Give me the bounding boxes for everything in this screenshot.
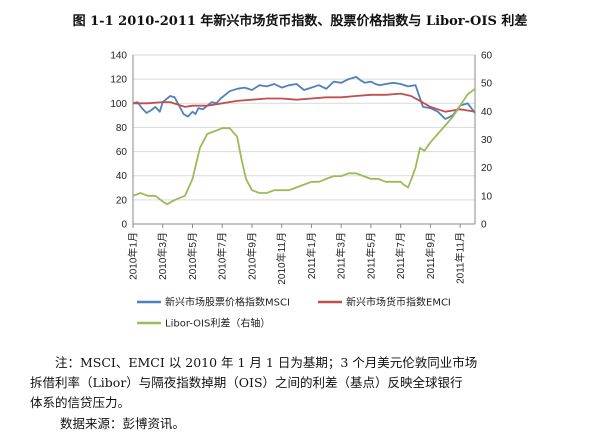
y-tick-labels: 0 20 40 60 80 100 120 140 0 10 20 30 40 50 60 bbox=[110, 51, 492, 231]
y2-tick-label: 30 bbox=[481, 135, 493, 146]
y2-tick-label: 50 bbox=[481, 79, 493, 90]
y2-tick-label: 60 bbox=[481, 51, 493, 62]
y2-tick-label: 0 bbox=[481, 220, 487, 231]
legend-label: 新兴市场货币指数EMCI bbox=[346, 296, 451, 309]
series-line-3 bbox=[132, 88, 476, 206]
axes bbox=[132, 55, 476, 228]
x-tick-label: 2010年7月 bbox=[216, 232, 229, 280]
y-tick-label: 20 bbox=[116, 195, 128, 206]
note-line-1: 注：MSCI、EMCI 以 2010 年 1 月 1 日为基期；3 个月美元伦敦… bbox=[55, 355, 478, 370]
gridlines bbox=[133, 54, 475, 201]
series-line-2 bbox=[133, 92, 476, 113]
x-tick-label: 2011年9月 bbox=[424, 232, 437, 279]
y-tick-label: 60 bbox=[116, 147, 128, 158]
y-tick-label: 0 bbox=[121, 220, 127, 231]
x-tick-label: 2011年7月 bbox=[394, 232, 407, 279]
series-line-1 bbox=[132, 75, 476, 120]
y-tick-label: 100 bbox=[110, 99, 127, 110]
x-tick-label: 2011年11月 bbox=[454, 232, 467, 284]
x-tick-label: 2011年3月 bbox=[335, 232, 348, 279]
chart-title: 图 1-1 2010-2011 年新兴市场货币指数、股票价格指数与 Libor-… bbox=[72, 14, 528, 29]
data-source: 数据来源：彭博资讯。 bbox=[60, 416, 186, 431]
legend: 新兴市场股票价格指数MSCI 新兴市场货币指数EMCI Libor-OIS利差（右轴… bbox=[137, 296, 451, 330]
x-tick-label: 2011年1月 bbox=[305, 232, 318, 279]
x-tick-labels: 2010年1月 2010年3月 2010年5月 2010年7月 2010年9月 2010年… bbox=[127, 232, 467, 285]
legend-label: 新兴市场股票价格指数MSCI bbox=[165, 296, 290, 309]
note-line-2: 拆借利率（Libor）与隔夜指数掉期（OIS）之间的利差（基点）反映全球银行 bbox=[30, 375, 463, 390]
y-tick-label: 40 bbox=[116, 171, 128, 182]
y2-tick-label: 20 bbox=[481, 163, 493, 174]
y-tick-label: 80 bbox=[116, 123, 128, 134]
x-tick-label: 2010年11月 bbox=[275, 232, 288, 285]
y2-tick-label: 40 bbox=[481, 107, 493, 118]
chart: 2010年1月 2010年3月 2010年5月 2010年7月 2010年9月 2010年… bbox=[110, 51, 492, 330]
legend-label: Libor-OIS利差（右轴） bbox=[165, 317, 270, 330]
x-tick-label: 2010年1月 bbox=[127, 232, 140, 280]
y-tick-label: 120 bbox=[110, 75, 127, 86]
note-line-3: 体系的信贷压力。 bbox=[30, 395, 131, 410]
x-tick-label: 2010年9月 bbox=[245, 232, 258, 280]
series-lines bbox=[132, 75, 476, 206]
x-tick-label: 2010年3月 bbox=[156, 232, 169, 280]
x-tick-label: 2010年5月 bbox=[186, 232, 199, 280]
chart-note: 注：MSCI、EMCI 以 2010 年 1 月 1 日为基期；3 个月美元伦敦… bbox=[30, 353, 585, 413]
y2-tick-label: 10 bbox=[481, 191, 493, 202]
y-tick-label: 140 bbox=[110, 51, 127, 62]
x-tick-label: 2011年5月 bbox=[364, 232, 377, 279]
